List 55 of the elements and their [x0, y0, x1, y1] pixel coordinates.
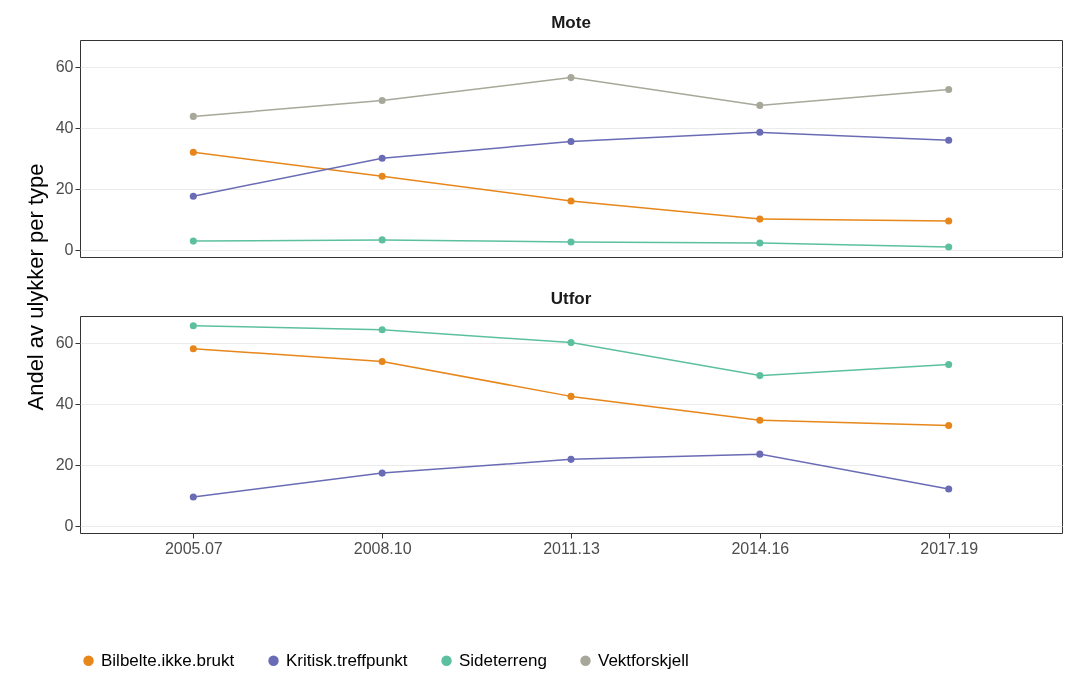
- point: [945, 217, 953, 225]
- point: [189, 493, 197, 501]
- point: [567, 339, 575, 347]
- point: [567, 455, 575, 463]
- point: [189, 345, 197, 353]
- point: [756, 239, 764, 247]
- point: [567, 74, 575, 82]
- point: [189, 237, 197, 245]
- point: [189, 192, 197, 200]
- point: [378, 154, 386, 162]
- point: [945, 361, 953, 369]
- x-tick-label: 2005.07: [164, 539, 223, 557]
- point: [378, 358, 386, 366]
- point: [756, 372, 764, 380]
- legend-label: Vektforskjell: [598, 650, 689, 670]
- point: [756, 128, 764, 136]
- y-tick-label: 20: [55, 456, 74, 474]
- y-tick-label: 0: [64, 241, 74, 259]
- point: [189, 112, 197, 120]
- x-tick-label: 2017.19: [920, 539, 979, 557]
- point: [945, 421, 953, 429]
- point: [756, 450, 764, 458]
- point: [756, 101, 764, 109]
- point: [567, 392, 575, 400]
- x-tick-label: 2011.13: [543, 539, 600, 557]
- point: [945, 85, 953, 94]
- point: [945, 243, 953, 251]
- point: [567, 137, 575, 145]
- chart-title: Utfor: [550, 289, 592, 308]
- point: [378, 172, 386, 180]
- y-tick-label: 40: [55, 119, 74, 137]
- point: [189, 148, 197, 156]
- chart-title: Mote: [551, 13, 591, 32]
- point: [756, 416, 764, 424]
- y-tick-label: 0: [64, 517, 74, 535]
- point: [378, 326, 386, 334]
- y-axis-title: Andel av ulykker per type: [22, 163, 48, 411]
- legend-label: Bilbelte.ikke.brukt: [101, 650, 235, 670]
- point: [567, 238, 575, 246]
- y-tick-label: 20: [55, 180, 74, 198]
- point: [756, 215, 764, 223]
- point: [378, 469, 386, 477]
- point: [567, 197, 575, 205]
- legend-label: Kritisk.treffpunkt: [286, 650, 408, 670]
- point: [378, 96, 386, 105]
- y-tick-label: 60: [55, 334, 74, 352]
- point: [378, 236, 386, 244]
- x-tick-label: 2014.16: [731, 539, 790, 557]
- point: [945, 136, 953, 144]
- y-tick-label: 40: [55, 395, 74, 413]
- y-tick-label: 60: [55, 58, 74, 76]
- legend-label: Sideterreng: [459, 650, 547, 670]
- x-tick-label: 2008.10: [353, 539, 412, 557]
- point: [945, 485, 953, 493]
- point: [189, 322, 197, 330]
